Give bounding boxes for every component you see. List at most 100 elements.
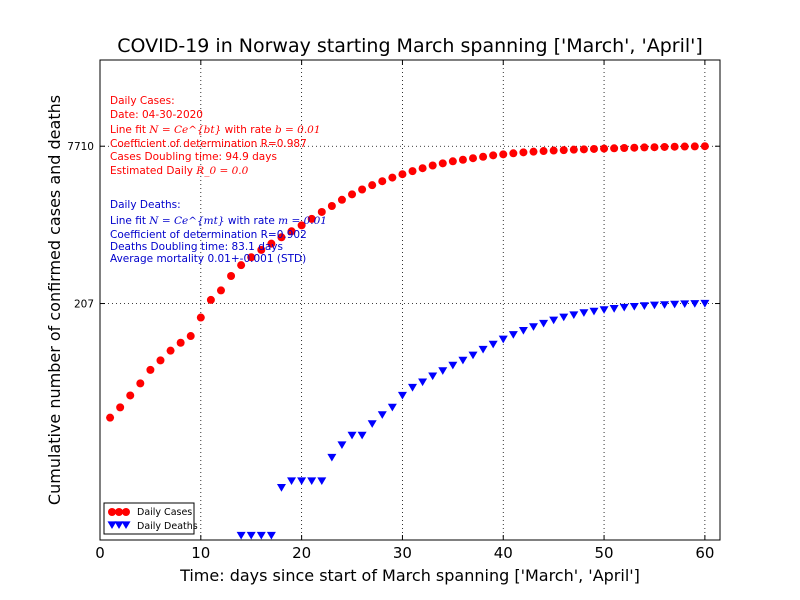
case-point — [469, 154, 478, 163]
case-point — [509, 149, 518, 158]
death-point — [549, 316, 559, 325]
death-point — [670, 300, 680, 309]
series-daily-cases — [106, 142, 709, 422]
case-point — [267, 239, 276, 248]
case-point — [297, 221, 306, 230]
x-tick-label: 60 — [695, 544, 714, 562]
death-point — [246, 531, 256, 540]
legend-death-triangle — [107, 521, 117, 530]
legend-death-triangle — [121, 521, 131, 530]
cases-date: Date: 04-30-2020 — [110, 109, 203, 121]
case-point — [327, 201, 336, 210]
x-axis-label: Time: days since start of March spanning… — [179, 566, 640, 585]
case-point — [388, 173, 397, 182]
case-point — [489, 151, 498, 160]
case-point — [499, 150, 508, 159]
cases-fit-formula: N = Ce^{bt} — [148, 124, 221, 136]
deaths-fit-formula: N = Ce^{mt} — [148, 215, 224, 227]
case-point — [408, 167, 417, 176]
death-point — [377, 411, 387, 419]
case-point — [106, 413, 115, 422]
death-point — [528, 323, 538, 331]
case-point — [206, 295, 215, 304]
cases-r0-prefix: Estimated Daily — [110, 165, 196, 177]
y-tick-label: 7710 — [67, 141, 94, 153]
chart-title: COVID-19 in Norway starting March spanni… — [117, 35, 703, 57]
death-point — [629, 302, 639, 311]
death-point — [508, 331, 518, 339]
death-point — [599, 306, 609, 314]
case-point — [529, 147, 538, 156]
death-point — [347, 431, 357, 440]
case-point — [610, 144, 619, 153]
case-point — [166, 346, 175, 355]
death-point — [579, 309, 589, 317]
death-point — [690, 300, 700, 308]
deaths-annotation: Daily Deaths: Line fit N = Ce^{mt} with … — [110, 199, 327, 265]
death-point — [619, 303, 629, 312]
death-point — [397, 391, 407, 400]
legend-deaths-marker — [107, 521, 131, 530]
deaths-mortality: Average mortality 0.01+-0.001 (STD) — [110, 253, 306, 265]
cases-fit-rate: b = 0.01 — [275, 124, 321, 136]
case-point — [700, 142, 709, 151]
case-point — [690, 142, 699, 151]
death-point — [357, 431, 367, 440]
legend-cases-label: Daily Cases — [137, 507, 192, 518]
case-point — [549, 146, 558, 155]
case-point — [247, 253, 256, 262]
death-point — [468, 351, 478, 360]
cases-heading: Daily Cases: — [110, 95, 175, 107]
cases-r0-line: Estimated Daily R_0 = 0.0 — [110, 165, 249, 177]
death-point — [307, 477, 317, 485]
case-point — [479, 152, 488, 161]
death-point — [256, 531, 266, 540]
death-point — [266, 531, 276, 540]
case-point — [600, 144, 609, 153]
case-point — [227, 271, 236, 280]
death-point — [276, 484, 286, 492]
x-tick-label: 30 — [393, 544, 412, 562]
case-point — [287, 227, 296, 236]
case-point — [348, 190, 357, 199]
death-point — [448, 361, 458, 370]
case-point — [216, 286, 225, 295]
case-point — [196, 313, 205, 322]
death-point — [488, 340, 498, 349]
case-point — [307, 214, 316, 223]
legend-death-triangle — [114, 521, 124, 530]
case-point — [589, 144, 598, 153]
death-point — [367, 420, 377, 428]
case-point — [257, 245, 266, 254]
deaths-fit-suffix: with rate — [228, 215, 278, 227]
legend-cases-marker — [108, 508, 130, 516]
case-point — [176, 338, 185, 347]
death-point — [609, 305, 619, 313]
series-daily-deaths — [236, 299, 710, 540]
x-tick-label: 20 — [292, 544, 311, 562]
death-point — [337, 441, 347, 450]
case-point — [398, 170, 407, 179]
case-point — [378, 177, 387, 186]
death-point — [498, 335, 508, 344]
deaths-heading: Daily Deaths: — [110, 199, 181, 211]
case-point — [237, 261, 246, 270]
deaths-fit-prefix: Line fit — [110, 215, 149, 227]
death-point — [408, 383, 418, 392]
death-point — [438, 367, 448, 375]
case-point — [559, 146, 568, 155]
case-point — [317, 207, 326, 216]
cases-doubling: Cases Doubling time: 94.9 days — [110, 151, 277, 163]
case-point — [519, 148, 528, 157]
death-point — [569, 311, 579, 320]
case-point — [438, 159, 447, 168]
death-point — [639, 302, 649, 310]
case-point — [660, 142, 669, 151]
case-point — [680, 142, 689, 151]
death-point — [327, 453, 337, 462]
case-point — [337, 195, 346, 204]
case-point — [569, 145, 578, 154]
death-point — [589, 307, 599, 316]
death-point — [317, 477, 327, 485]
